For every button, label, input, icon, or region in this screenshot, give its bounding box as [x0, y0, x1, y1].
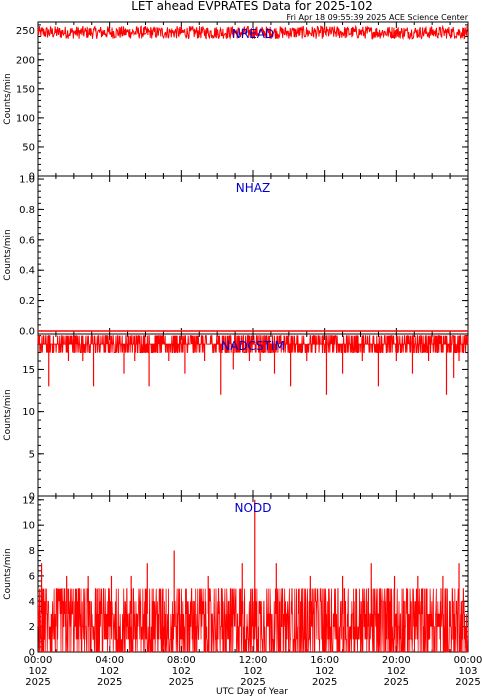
x-tick-label: 16:00	[310, 655, 339, 666]
series-line	[37, 588, 469, 653]
y-tick-label: 0.0	[19, 326, 35, 337]
data-point	[37, 29, 39, 31]
x-tick-label: 102	[387, 666, 406, 677]
y-axis-label: Counts/min	[3, 389, 13, 440]
y-tick-label: 10	[22, 407, 35, 418]
y-tick-label: 0.6	[19, 235, 35, 246]
data-point	[288, 32, 290, 35]
y-tick-label: 0	[29, 172, 35, 183]
x-tick-label: 2025	[25, 677, 50, 688]
x-tick-label: 102	[315, 666, 334, 677]
x-tick-label: 20:00	[382, 655, 411, 666]
y-tick-label: 12	[22, 495, 35, 506]
panel-frame	[37, 175, 469, 335]
x-tick-label: 103	[458, 666, 477, 677]
y-tick-label: 50	[22, 142, 35, 153]
panel-label: NREAD	[232, 27, 274, 41]
y-tick-label: 0.4	[19, 266, 35, 277]
panel-frame	[37, 333, 469, 497]
x-tick-label: 102	[100, 666, 119, 677]
x-tick-label: 2025	[455, 677, 480, 688]
y-tick-label: 0.2	[19, 296, 35, 307]
panel-nodd: 0 2 4 6 8 10 12 Counts/min NODD	[3, 495, 469, 659]
y-axis-label: Counts/min	[3, 73, 13, 124]
y-tick-label: 5	[29, 449, 35, 460]
timestamp: Fri Apr 18 09:55:39 2025 ACE Science Cen…	[286, 13, 468, 22]
chart-title: LET ahead EVPRATES Data for 2025-102	[131, 0, 373, 13]
panels: 050100150200250Counts/minNREAD0.00.20.40…	[3, 21, 469, 659]
x-tick-label: 2025	[384, 677, 409, 688]
y-tick-label: 0	[29, 492, 35, 503]
x-tick-label: 2025	[312, 677, 337, 688]
x-tick-label: 2025	[240, 677, 265, 688]
x-tick-label: 102	[28, 666, 47, 677]
y-tick-label: 100	[16, 113, 35, 124]
y-tick-label: 0	[29, 648, 35, 659]
x-tick-label: 00:00	[454, 655, 482, 666]
data-point	[467, 32, 469, 34]
x-tick-label: 102	[172, 666, 191, 677]
y-tick-label: 15	[22, 365, 35, 376]
panel-nhaz: 0.0 0.2 0.4 0.6 0.8 1.0 Counts/min NHAZ	[3, 175, 469, 337]
y-axis-label: Counts/min	[3, 229, 13, 280]
panel-frame	[37, 21, 469, 177]
data-point	[252, 32, 254, 34]
y-tick-label: 200	[16, 55, 35, 66]
x-tick-label: 2025	[97, 677, 122, 688]
panel-label: NODD	[235, 501, 272, 515]
y-tick-label: 8	[29, 546, 35, 557]
x-axis: 00:00102202504:00102202508:00102202512:0…	[24, 655, 482, 688]
data-point	[144, 32, 147, 35]
y-tick-label: 4	[29, 597, 35, 608]
y-tick-label: 2	[29, 622, 35, 633]
x-tick-label: 2025	[169, 677, 194, 688]
x-tick-label: 102	[243, 666, 262, 677]
data-point	[395, 30, 398, 33]
x-tick-label: 04:00	[95, 655, 124, 666]
data-point	[73, 31, 75, 33]
y-tick-label: 250	[16, 26, 35, 37]
panel-label: NADCSTIM	[221, 339, 285, 353]
data-point	[431, 29, 433, 32]
x-tick-label: 12:00	[239, 655, 268, 666]
data-point	[108, 32, 111, 34]
y-tick-label: 0.8	[19, 205, 35, 216]
y-tick-label: 10	[22, 521, 35, 532]
y-tick-label: 150	[16, 84, 35, 95]
panel-nread: 0 50 100 150 200 250 Counts/min NREAD	[3, 21, 469, 183]
x-tick-label: 08:00	[167, 655, 196, 666]
data-point	[180, 31, 183, 34]
x-tick-label: 00:00	[24, 655, 53, 666]
x-axis-title: UTC Day of Year	[216, 687, 288, 697]
y-tick-label: 6	[29, 571, 35, 582]
data-point	[323, 31, 326, 33]
data-point	[216, 33, 218, 36]
data-point	[359, 31, 362, 34]
y-axis-label: Counts/min	[3, 548, 13, 599]
panel-nadcstim: 0 5 10 15 Counts/min NADCSTIM	[3, 333, 469, 503]
y-tick-label: 1.0	[19, 175, 35, 186]
panel-label: NHAZ	[236, 181, 270, 195]
